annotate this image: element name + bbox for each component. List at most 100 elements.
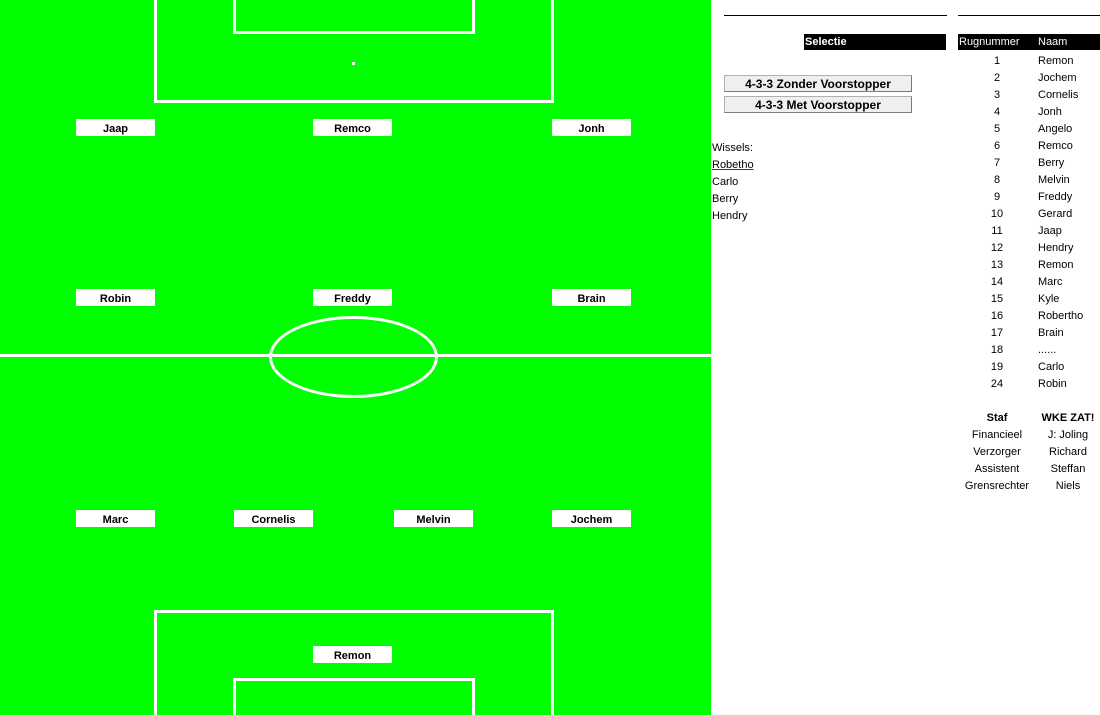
- roster-row: 13 Remon: [958, 257, 1100, 274]
- roster-name: Marc: [1038, 276, 1063, 288]
- roster-name: Gerard: [1038, 208, 1073, 220]
- roster-header-number: Rugnummer: [958, 34, 1037, 50]
- roster-number: 17: [990, 327, 1004, 339]
- roster-row: 16 Robertho: [958, 308, 1100, 325]
- roster-number: 5: [993, 123, 1001, 135]
- roster-row: 5 Angelo: [958, 121, 1100, 138]
- staff-member-name: Richard: [1049, 446, 1087, 458]
- top-penalty-area: [154, 0, 554, 103]
- substitute-name: Berry: [712, 193, 739, 205]
- staff-role: Verzorger: [973, 446, 1021, 458]
- staff-header-row: Staf WKE ZAT!: [958, 410, 1100, 427]
- roster-row: 1 Remon: [958, 53, 1100, 70]
- roster-name: ......: [1038, 344, 1057, 356]
- player-marc[interactable]: Marc: [76, 510, 155, 527]
- roster-row: 11 Jaap: [958, 223, 1100, 240]
- roster-row: 8 Melvin: [958, 172, 1100, 189]
- roster-name: Carlo: [1038, 361, 1065, 373]
- bottom-penalty-area: [154, 610, 554, 715]
- staff-role: Grensrechter: [964, 480, 1030, 492]
- roster-number: 12: [990, 242, 1004, 254]
- roster-row: 2 Jochem: [958, 70, 1100, 87]
- staff-member-name: Niels: [1055, 480, 1081, 492]
- roster-row: 3 Cornelis: [958, 87, 1100, 104]
- roster-name: Robertho: [1038, 310, 1084, 322]
- roster-name: Remco: [1038, 140, 1073, 152]
- divider-line-left: [724, 15, 947, 16]
- staff-header-role: Staf: [986, 412, 1008, 424]
- roster-number: 1: [993, 55, 1001, 67]
- player-jaap[interactable]: Jaap: [76, 119, 155, 136]
- roster-name: Remon: [1038, 55, 1074, 67]
- roster-row: 17 Brain: [958, 325, 1100, 342]
- roster-name: Jaap: [1038, 225, 1062, 237]
- roster-name: Kyle: [1038, 293, 1060, 305]
- roster-name: Remon: [1038, 259, 1074, 271]
- substitutes-list: Wissels: Robetho Carlo Berry Hendry: [712, 140, 754, 225]
- player-jochem[interactable]: Jochem: [552, 510, 631, 527]
- substitute-name: Carlo: [712, 176, 739, 188]
- staff-header-name: WKE ZAT!: [1041, 412, 1095, 424]
- staff-table: Staf WKE ZAT! Financieel J: Joling Verzorg…: [958, 410, 1100, 495]
- player-melvin[interactable]: Melvin: [394, 510, 473, 527]
- roster-number: 13: [990, 259, 1004, 271]
- staff-role: Assistent: [974, 463, 1020, 475]
- staff-row: Verzorger Richard: [958, 444, 1100, 461]
- roster-number: 3: [993, 89, 1001, 101]
- player-remco[interactable]: Remco: [313, 119, 392, 136]
- staff-role: Financieel: [971, 429, 1023, 441]
- roster-row: 6 Remco: [958, 138, 1100, 155]
- roster-row: 7 Berry: [958, 155, 1100, 172]
- roster-name: Melvin: [1038, 174, 1070, 186]
- formation-zonder-voorstopper-button[interactable]: 4-3-3 Zonder Voorstopper: [724, 75, 912, 92]
- roster-row: 19 Carlo: [958, 359, 1100, 376]
- roster-table: 1 Remon 2 Jochem 3 Cornelis 4 Jonh 5 Angelo 6 Remco…: [958, 53, 1100, 393]
- roster-number: 16: [990, 310, 1004, 322]
- roster-name: Brain: [1038, 327, 1064, 339]
- roster-name: Berry: [1038, 157, 1065, 169]
- roster-number: 15: [990, 293, 1004, 305]
- roster-row: 24 Robin: [958, 376, 1100, 393]
- roster-row: 9 Freddy: [958, 189, 1100, 206]
- roster-name: Cornelis: [1038, 89, 1079, 101]
- roster-row: 14 Marc: [958, 274, 1100, 291]
- player-freddy[interactable]: Freddy: [313, 289, 392, 306]
- roster-number: 19: [990, 361, 1004, 373]
- top-goal-area: [233, 0, 475, 34]
- roster-name: Freddy: [1038, 191, 1073, 203]
- roster-name: Robin: [1038, 378, 1067, 390]
- player-cornelis[interactable]: Cornelis: [234, 510, 313, 527]
- staff-row: Financieel J: Joling: [958, 427, 1100, 444]
- roster-number: 8: [993, 174, 1001, 186]
- roster-row: 15 Kyle: [958, 291, 1100, 308]
- divider-line-right: [958, 15, 1100, 16]
- substitute-name: Robetho: [712, 159, 754, 171]
- staff-member-name: J: Joling: [1047, 429, 1089, 441]
- formation-met-voorstopper-button[interactable]: 4-3-3 Met Voorstopper: [724, 96, 912, 113]
- roster-name: Angelo: [1038, 123, 1073, 135]
- roster-header-name: Naam: [1036, 34, 1100, 50]
- roster-number: 14: [990, 276, 1004, 288]
- roster-name: Jonh: [1038, 106, 1062, 118]
- roster-number: 11: [991, 225, 1003, 237]
- roster-number: 4: [993, 106, 1001, 118]
- player-remon[interactable]: Remon: [313, 646, 392, 663]
- player-robin[interactable]: Robin: [76, 289, 155, 306]
- player-jonh[interactable]: Jonh: [552, 119, 631, 136]
- roster-name: Jochem: [1038, 72, 1077, 84]
- roster-number: 7: [993, 157, 1001, 169]
- penalty-spot: [352, 62, 355, 65]
- selectie-header: Selectie: [804, 34, 946, 50]
- roster-number: 24: [990, 378, 1004, 390]
- roster-number: 10: [990, 208, 1004, 220]
- roster-name: Hendry: [1038, 242, 1074, 254]
- football-field: Jaap Remco Jonh Robin Freddy Brain Marc …: [0, 0, 711, 715]
- substitute-name: Hendry: [712, 210, 748, 222]
- roster-row: 10 Gerard: [958, 206, 1100, 223]
- roster-row: 18......: [958, 342, 1100, 359]
- staff-row: Assistent Steffan: [958, 461, 1100, 478]
- staff-member-name: Steffan: [1050, 463, 1086, 475]
- player-brain[interactable]: Brain: [552, 289, 631, 306]
- roster-number: 9: [993, 191, 1001, 203]
- roster-number: 2: [993, 72, 1001, 84]
